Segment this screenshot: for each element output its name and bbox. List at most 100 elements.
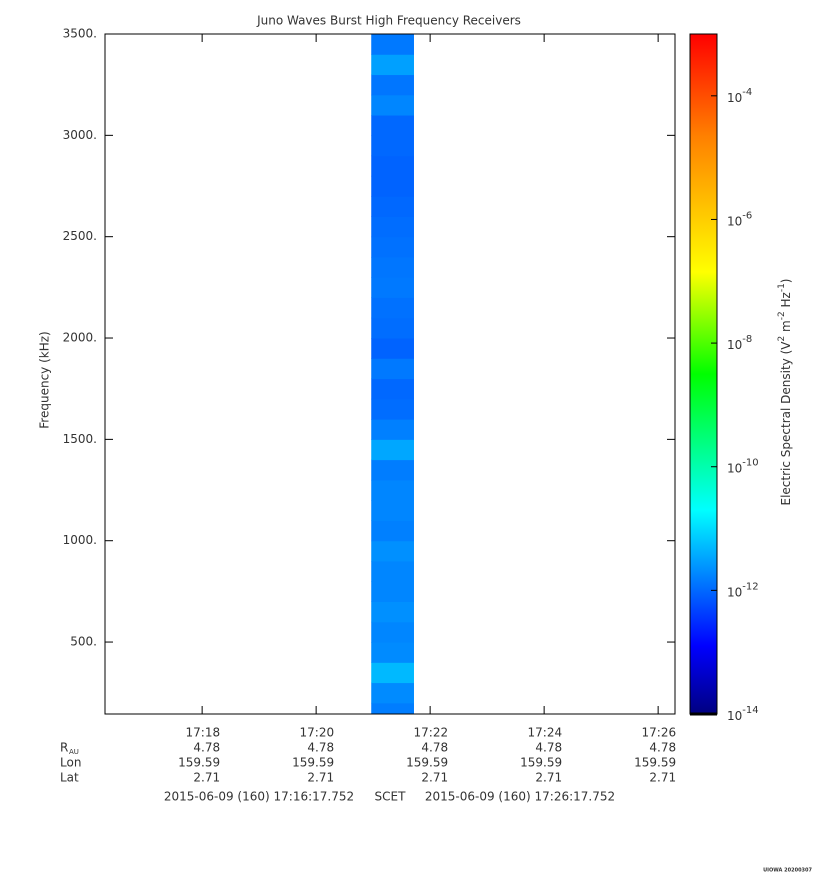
colorbar-tick-label: 10-4 [727, 87, 752, 105]
stamp: UIOWA 20200307 [763, 868, 812, 874]
y-tick-label: 3500. [63, 27, 97, 41]
colorbar-tick-exponent: -12 [742, 581, 758, 592]
ephemeris-value: 2.71 [307, 771, 334, 785]
ephemeris-value: 159.59 [178, 756, 220, 770]
colorbar-label-exponent: -1 [777, 283, 787, 292]
colorbar [689, 33, 718, 715]
spectrogram-cell [371, 175, 414, 197]
ephemeris-label: Lat [60, 771, 79, 785]
ephemeris-value: 159.59 [520, 756, 562, 770]
spectrogram-cell [371, 581, 414, 603]
colorbar-tick-label: 10-14 [727, 705, 759, 723]
ephemeris-value: 4.78 [193, 741, 220, 755]
spectrogram-cell [371, 662, 414, 684]
y-tick-label: 2000. [63, 331, 97, 345]
colorbar-label: Electric Spectral Density (V2 m-2 Hz-1) [777, 278, 793, 505]
footer-end: 2015-06-09 (160) 17:26:17.752 [425, 790, 615, 804]
colorbar-label-exponent: 2 [777, 336, 787, 342]
spectrogram-cell [371, 560, 414, 582]
spectrogram-cell [371, 520, 414, 542]
spectrogram-cell [371, 135, 414, 157]
colorbar-label-exponent: -2 [777, 311, 787, 320]
ephemeris-subscript: AU [69, 748, 79, 756]
spectrogram-cell [371, 479, 414, 501]
spectrogram-cell [371, 419, 414, 440]
x-tick-label: 17:18 [186, 726, 221, 740]
ephemeris-value: 2.71 [649, 771, 676, 785]
ephemeris-value: 4.78 [421, 741, 448, 755]
ephemeris-value: 2.71 [535, 771, 562, 785]
colorbar-tick-exponent: -8 [742, 334, 752, 345]
spectrogram-cell [371, 540, 414, 562]
plot-frame [104, 33, 676, 715]
spectrogram-cell [371, 277, 414, 298]
colorbar-label-text: Electric Spectral Density (V [779, 341, 793, 506]
spectrogram-cell [371, 500, 414, 521]
spectrogram-cell [371, 115, 414, 136]
spectrogram-cell [371, 398, 414, 420]
spectrogram-cell [371, 378, 414, 400]
colorbar-tick-base: 10 [727, 214, 742, 228]
spectrogram-cell [371, 358, 414, 380]
ephemeris-value: 4.78 [535, 741, 562, 755]
colorbar-tick-base: 10 [727, 461, 742, 475]
ephemeris-value: 2.71 [193, 771, 220, 785]
spectrogram-cell [371, 439, 414, 461]
spectrogram-cell [371, 94, 414, 116]
ephemeris-value: 159.59 [292, 756, 334, 770]
spectrogram-cell [371, 702, 414, 714]
colorbar-tick-exponent: -4 [742, 87, 752, 98]
spectrogram-cell [371, 54, 414, 76]
y-tick-label: 500. [70, 635, 97, 649]
x-tick-label: 17:26 [642, 726, 677, 740]
spectrogram-cell [371, 297, 414, 319]
colorbar-tick-label: 10-8 [727, 334, 752, 352]
x-tick-label: 17:22 [414, 726, 449, 740]
ephemeris-value: 159.59 [406, 756, 448, 770]
colorbar-tick-exponent: -6 [742, 210, 752, 221]
ephemeris-value: 2.71 [421, 771, 448, 785]
x-tick-label: 17:20 [300, 726, 335, 740]
spectrogram-cell [371, 642, 414, 663]
spectrogram-cell [371, 236, 414, 258]
y-tick-label: 1000. [63, 533, 97, 547]
spectrogram-cell [371, 155, 414, 177]
colorbar-tick-base: 10 [727, 338, 742, 352]
x-tick-label: 17:24 [528, 726, 563, 740]
chart-title: Juno Waves Burst High Frequency Receiver… [256, 14, 521, 28]
colorbar-tick-base: 10 [727, 90, 742, 104]
colorbar-tick-label: 10-12 [727, 581, 759, 599]
y-tick-label: 1500. [63, 432, 97, 446]
footer-start: 2015-06-09 (160) 17:16:17.752 [164, 790, 354, 804]
colorbar-label-text: m [779, 320, 793, 336]
colorbar-tick-label: 10-10 [727, 458, 759, 476]
spectrogram-cell [371, 74, 414, 96]
colorbar-tick-base: 10 [727, 585, 742, 599]
colorbar-label-text: ) [779, 278, 793, 283]
ephemeris-label: Lon [60, 756, 81, 770]
colorbar-tick-label: 10-6 [727, 210, 752, 228]
spectrogram-cell [371, 682, 414, 704]
y-axis-label: Frequency (kHz) [38, 331, 52, 428]
y-tick-label: 2500. [63, 229, 97, 243]
spectrogram-cell [371, 459, 414, 481]
spectrogram-cell [371, 621, 414, 643]
footer-label: SCET [375, 790, 407, 804]
spectrogram-cell [371, 338, 414, 359]
ephemeris-label: R [60, 741, 68, 755]
colorbar-tick-exponent: -14 [742, 705, 758, 716]
spectrogram-cell [371, 34, 414, 55]
ephemeris-value: 4.78 [649, 741, 676, 755]
spectrogram-cell [371, 317, 414, 339]
ephemeris-value: 4.78 [307, 741, 334, 755]
y-tick-label: 3000. [63, 128, 97, 142]
colorbar-label-text: Hz [779, 292, 793, 311]
spectrogram-cell [371, 196, 414, 217]
spectrogram-cell [371, 601, 414, 623]
spectrogram-cell [371, 216, 414, 238]
spectrogram-cell [371, 256, 414, 278]
ephemeris-value: 159.59 [634, 756, 676, 770]
colorbar-tick-base: 10 [727, 709, 742, 723]
colorbar-tick-exponent: -10 [742, 458, 758, 469]
